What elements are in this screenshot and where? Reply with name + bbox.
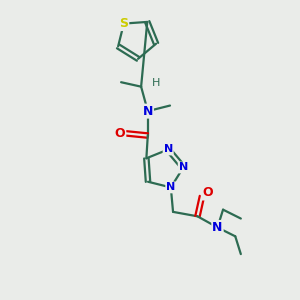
- Text: N: N: [164, 145, 173, 154]
- Text: N: N: [179, 163, 188, 172]
- Text: N: N: [212, 221, 223, 234]
- Text: O: O: [115, 127, 125, 140]
- Text: H: H: [152, 78, 160, 88]
- Text: S: S: [119, 17, 128, 30]
- Text: O: O: [202, 187, 213, 200]
- Text: N: N: [142, 105, 153, 118]
- Text: N: N: [166, 182, 176, 192]
